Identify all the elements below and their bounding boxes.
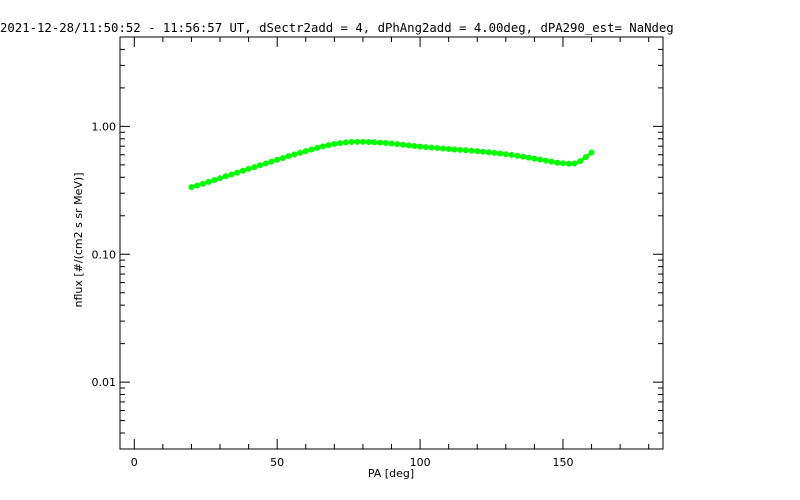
minor-ticks <box>120 36 663 450</box>
data-point <box>257 162 264 169</box>
data-point <box>205 178 212 185</box>
data-point <box>485 149 492 156</box>
data-point <box>371 139 378 146</box>
data-point <box>405 142 412 149</box>
data-point <box>565 160 572 167</box>
y-tick-label: 0.01 <box>92 376 117 389</box>
data-point <box>468 147 475 154</box>
data-point <box>417 143 424 150</box>
data-point <box>285 153 292 160</box>
y-axis-label: nflux [#/(cm2 s sr MeV)] <box>72 173 85 308</box>
data-point <box>211 177 218 184</box>
data-point <box>479 148 486 155</box>
data-point <box>262 160 269 167</box>
x-tick-label: 100 <box>410 456 431 469</box>
data-point <box>525 154 532 161</box>
data-point <box>451 146 458 153</box>
data-point <box>497 150 504 157</box>
data-point <box>308 146 315 153</box>
x-axis: 0 50 100 150 <box>131 37 573 469</box>
y-tick-label: 0.10 <box>92 248 117 261</box>
data-point <box>331 141 338 148</box>
data-point <box>588 149 595 156</box>
data-point <box>382 140 389 147</box>
data-point <box>394 141 401 148</box>
data-point <box>577 158 584 165</box>
data-series <box>188 138 595 191</box>
data-point <box>342 139 349 146</box>
x-tick-label: 0 <box>131 456 138 469</box>
data-point <box>542 157 549 164</box>
data-point <box>217 175 224 182</box>
data-point <box>188 184 195 191</box>
x-tick-label: 150 <box>552 456 573 469</box>
data-point <box>348 138 355 145</box>
data-point <box>388 140 395 147</box>
chart-title: 2021-12-28/11:50:52 - 11:56:57 UT, dSect… <box>0 21 674 35</box>
data-point <box>359 138 366 145</box>
plot-frame <box>119 36 664 450</box>
data-point <box>502 151 509 158</box>
data-point <box>571 160 578 167</box>
data-point <box>537 156 544 163</box>
data-point <box>445 146 452 153</box>
data-point <box>222 173 229 180</box>
data-point <box>268 158 275 165</box>
data-point <box>399 141 406 148</box>
data-point <box>582 154 589 161</box>
data-point <box>439 145 446 152</box>
data-point <box>228 171 235 178</box>
data-point <box>239 167 246 174</box>
data-point <box>514 152 521 159</box>
data-point <box>474 148 481 155</box>
data-point <box>519 153 526 160</box>
data-point <box>491 149 498 156</box>
data-point <box>337 140 344 147</box>
data-point <box>325 142 332 149</box>
data-point <box>194 182 201 189</box>
data-point <box>319 143 326 150</box>
data-point <box>422 144 429 151</box>
series-line <box>189 140 594 189</box>
data-point <box>428 144 435 151</box>
data-point <box>354 138 361 145</box>
data-point <box>531 155 538 162</box>
x-tick-label: 50 <box>270 456 284 469</box>
data-point <box>291 151 298 158</box>
data-point <box>297 149 304 156</box>
data-point <box>251 164 258 171</box>
data-point <box>554 159 561 166</box>
data-point <box>411 143 418 150</box>
y-axis: 0.01 0.10 1.00 <box>92 120 663 389</box>
data-point <box>559 160 566 167</box>
data-point <box>314 144 321 151</box>
data-point <box>279 154 286 161</box>
x-axis-label: PA [deg] <box>368 467 414 480</box>
data-point <box>548 158 555 165</box>
data-point <box>508 151 515 158</box>
data-point <box>302 148 309 155</box>
data-point <box>234 169 241 176</box>
y-tick-label: 1.00 <box>92 120 117 133</box>
data-point <box>434 145 441 152</box>
data-point <box>365 138 372 145</box>
data-point <box>462 147 469 154</box>
data-point <box>245 165 252 172</box>
data-point <box>199 180 206 187</box>
data-point <box>457 146 464 153</box>
data-point <box>274 156 281 163</box>
data-point <box>377 139 384 146</box>
